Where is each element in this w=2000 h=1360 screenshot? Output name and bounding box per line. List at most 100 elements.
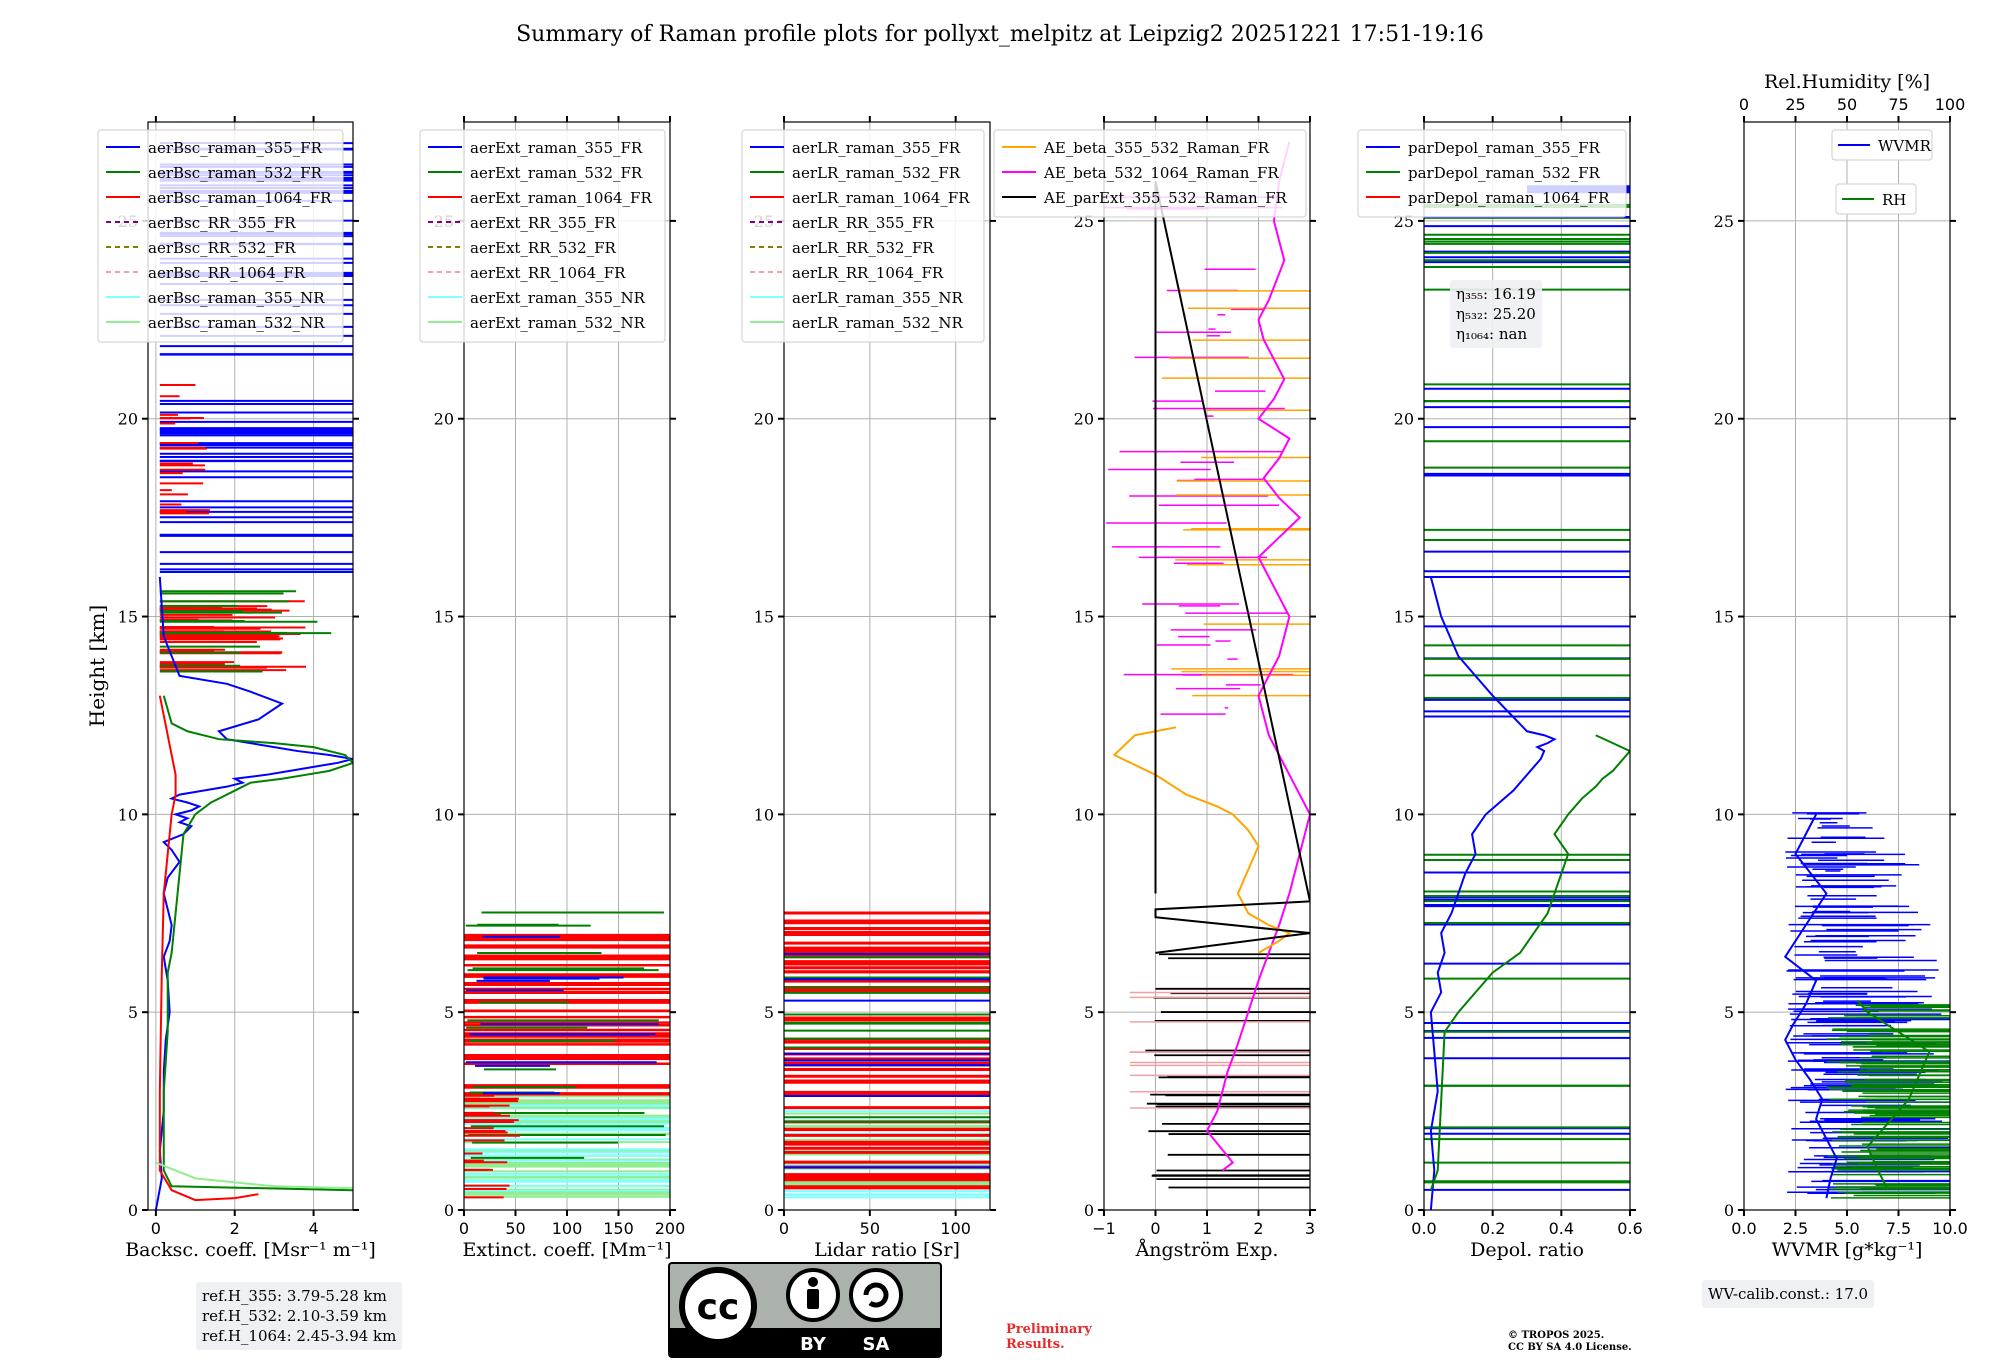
legend-label: aerLR_raman_355_FR: [792, 139, 961, 157]
x-tick-label: 100: [940, 1219, 971, 1238]
legend-box: [419, 129, 666, 343]
sa-icon: [849, 1268, 903, 1322]
y-tick-label: 10: [754, 805, 774, 824]
axes-frame: [783, 121, 991, 1211]
x-tick-label: 100: [552, 1219, 583, 1238]
legend-label: aerLR_RR_532_FR: [792, 239, 934, 257]
y-tick-label: 0: [1404, 1201, 1414, 1220]
legend-label: aerLR_raman_532_FR: [792, 164, 961, 182]
top-x-tick-label: 75: [1888, 95, 1908, 114]
x-tick-label: 200: [655, 1219, 686, 1238]
legend-label: RH: [1882, 191, 1906, 209]
y-tick-label: 0: [128, 1201, 138, 1220]
ref-h-532: ref.H_532: 2.10-3.59 km: [202, 1307, 387, 1325]
x-tick-label: 50: [505, 1219, 525, 1238]
legend-label: aerBsc_RR_355_FR: [148, 214, 296, 232]
legend-label: aerLR_RR_1064_FR: [792, 264, 944, 282]
y-tick-label: 20: [118, 410, 138, 429]
legend-label: parDepol_raman_1064_FR: [1408, 189, 1610, 207]
x-tick-label: 0: [151, 1219, 161, 1238]
y-tick-label: 25: [1714, 212, 1734, 231]
x-axis-label: Ångström Exp.: [1135, 1239, 1279, 1261]
y-tick-label: 0: [1084, 1201, 1094, 1220]
y-tick-label: 0: [444, 1201, 454, 1220]
wv-calib-box: WV-calib.const.: 17.0: [1702, 1280, 1875, 1308]
y-tick-label: 20: [754, 410, 774, 429]
preliminary-line-2: Results.: [1006, 1337, 1065, 1352]
y-tick-label: 20: [434, 410, 454, 429]
top-x-tick-label: 50: [1837, 95, 1857, 114]
y-tick-label: 5: [1724, 1003, 1734, 1022]
x-tick-label: 5.0: [1834, 1219, 1859, 1238]
legend-label: aerExt_raman_1064_FR: [470, 189, 652, 207]
top-x-tick-label: 0: [1739, 95, 1749, 114]
y-tick-label: 10: [434, 805, 454, 824]
series-RH: [1856, 999, 1931, 1191]
by-label: BY: [800, 1334, 827, 1355]
legend-label: parDepol_raman_355_FR: [1408, 139, 1601, 157]
legend-label: aerLR_raman_355_NR: [792, 289, 963, 307]
x-tick-label: 0: [779, 1219, 789, 1238]
legend-label: aerLR_RR_355_FR: [792, 214, 934, 232]
series-WVMR: [1783, 813, 1838, 1199]
x-tick-label: 2: [1253, 1219, 1263, 1238]
legend-label: aerExt_raman_355_NR: [470, 289, 646, 307]
legend-label: AE_beta_355_532_Raman_FR: [1043, 139, 1270, 157]
y-tick-label: 0: [1724, 1201, 1734, 1220]
legend-box: [1357, 129, 1627, 218]
x-tick-label: 50: [860, 1219, 880, 1238]
x-tick-label: 0.2: [1480, 1219, 1505, 1238]
x-tick-label: −1: [1092, 1219, 1116, 1238]
series-AE_beta_355_532_Raman_FR: [1112, 726, 1292, 954]
y-tick-label: 5: [444, 1003, 454, 1022]
x-tick-label: 0.6: [1617, 1219, 1642, 1238]
legend-label: aerLR_raman_1064_FR: [792, 189, 970, 207]
ref-h-1064: ref.H_1064: 2.45-3.94 km: [202, 1327, 397, 1345]
plot-area-lidar_ratio: [784, 911, 990, 1199]
y-tick-label: 0: [764, 1201, 774, 1220]
x-tick-label: 150: [603, 1219, 634, 1238]
top-x-tick-label: 100: [1935, 95, 1966, 114]
series-AE_parExt_355_532_Raman_FR: [1154, 181, 1310, 954]
legend-box: [993, 129, 1307, 218]
plot-area-angstrom: [1104, 141, 1310, 1189]
x-axis-label: Depol. ratio: [1470, 1239, 1584, 1261]
cc-by-sa-logo: cc BY SA: [668, 1262, 942, 1358]
plot-area-wvmr: [1783, 812, 1950, 1199]
cc-text: cc: [697, 1287, 740, 1328]
sa-label: SA: [863, 1334, 890, 1355]
eta-annotation: η₃₅₅: 16.19 η₅₃₂: 25.20 η₁₀₆₄: nan: [1450, 280, 1542, 348]
y-tick-label: 5: [1084, 1003, 1094, 1022]
y-tick-label: 10: [118, 805, 138, 824]
x-tick-label: 7.5: [1886, 1219, 1911, 1238]
y-tick-label: 15: [118, 608, 138, 627]
x-axis-label: Lidar ratio [Sr]: [814, 1239, 960, 1261]
copyright-line-1: © TROPOS 2025.: [1508, 1330, 1605, 1341]
legend-box: [741, 129, 985, 343]
series-aerBsc_raman_532_NR: [155, 1161, 353, 1190]
y-tick-label: 20: [1714, 410, 1734, 429]
y-tick-label: 5: [764, 1003, 774, 1022]
series-aerBsc_raman_532_FR: [162, 695, 353, 1192]
legend-label: aerBsc_raman_355_FR: [148, 139, 323, 157]
legend-label: WVMR: [1878, 137, 1932, 155]
x-tick-label: 1: [1202, 1219, 1212, 1238]
legend-label: aerBsc_raman_532_NR: [148, 314, 325, 332]
series-parDepol_raman_355_FR: [1429, 576, 1557, 1210]
y-tick-label: 15: [1074, 608, 1094, 627]
x-axis-label: WVMR [g*kg⁻¹]: [1772, 1239, 1923, 1261]
y-axis-label: Height [km]: [85, 605, 109, 727]
x-tick-label: 0.0: [1411, 1219, 1436, 1238]
legend-box: [1835, 183, 1917, 215]
x-axis-label: Backsc. coeff. [Msr⁻¹ m⁻¹]: [125, 1239, 376, 1261]
y-tick-label: 20: [1074, 410, 1094, 429]
series-aerBsc_raman_1064_FR: [158, 695, 259, 1202]
eta-1064: η₁₀₆₄: nan: [1456, 325, 1528, 343]
legend-label: AE_parExt_355_532_Raman_FR: [1043, 189, 1288, 207]
figure-title: Summary of Raman profile plots for polly…: [516, 22, 1484, 47]
x-tick-label: 10.0: [1932, 1219, 1968, 1238]
x-tick-label: 0: [459, 1219, 469, 1238]
preliminary-line-1: Preliminary: [1006, 1322, 1092, 1337]
wv-calib-const: WV-calib.const.: 17.0: [1708, 1285, 1869, 1303]
legend-label: aerLR_raman_532_NR: [792, 314, 963, 332]
